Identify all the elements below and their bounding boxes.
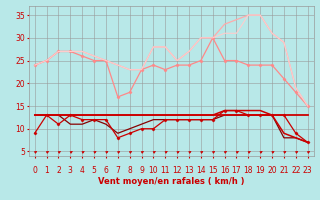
X-axis label: Vent moyen/en rafales ( km/h ): Vent moyen/en rafales ( km/h ) [98, 177, 244, 186]
